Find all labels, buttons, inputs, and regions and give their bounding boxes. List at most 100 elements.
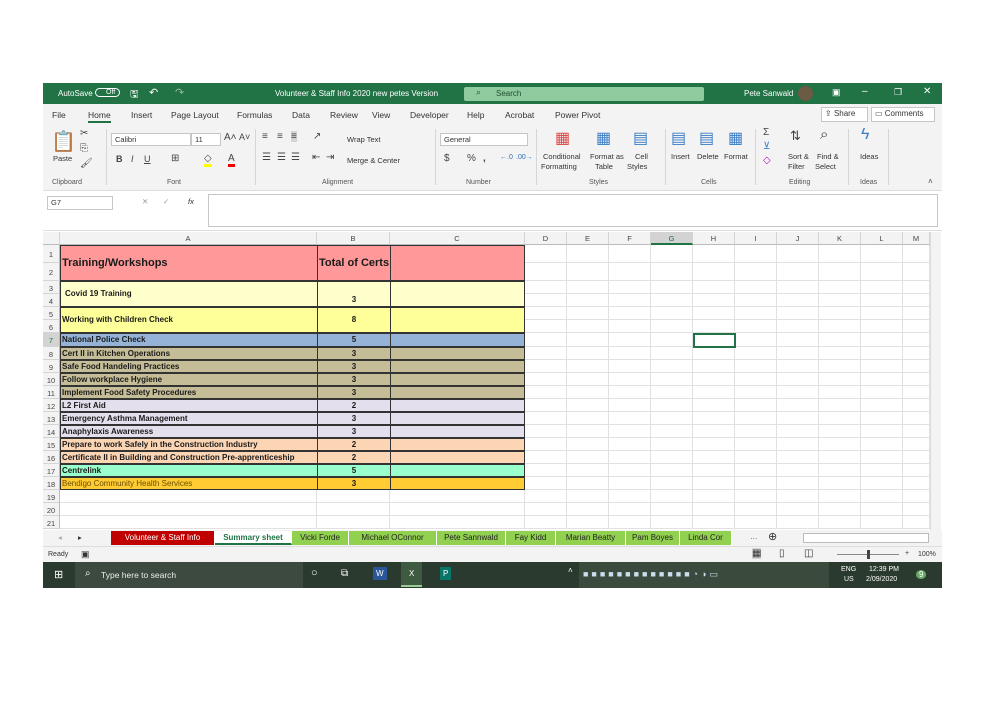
row-header-7[interactable]: 7 [43,333,60,347]
cell-F3[interactable] [609,281,651,294]
cell-F19[interactable] [609,490,651,503]
cell-I15[interactable] [735,438,777,451]
tab-home[interactable]: Home [88,110,111,123]
cell-I19[interactable] [735,490,777,503]
cell-L18[interactable] [861,477,903,490]
cell-D7[interactable] [525,333,567,347]
row-label[interactable]: Safe Food Handeling Practices [62,362,180,371]
show-hidden-icons[interactable]: ˄ [568,566,573,575]
cell-K19[interactable] [819,490,861,503]
word-app-icon[interactable]: W [373,567,387,580]
cell-J9[interactable] [777,360,819,373]
cell-M2[interactable] [903,263,930,281]
cell-L3[interactable] [861,281,903,294]
cell-E21[interactable] [567,516,609,529]
document-title[interactable]: Volunteer & Staff Info 2020 new petes Ve… [275,89,439,98]
sort-filter-button[interactable]: Sort & [788,152,809,161]
cell-E12[interactable] [567,399,609,412]
cell-F8[interactable] [609,347,651,360]
format-as-table-button[interactable]: Format as [590,152,624,161]
cell-K18[interactable] [819,477,861,490]
cell-M8[interactable] [903,347,930,360]
increase-decimal-icon[interactable]: ←.0 [500,154,513,161]
cell-L13[interactable] [861,412,903,425]
find-select-button[interactable]: Find & [817,152,839,161]
cell-K17[interactable] [819,464,861,477]
ribbon-display-icon[interactable]: ▣ [832,87,841,97]
horizontal-scrollbar[interactable] [803,533,929,543]
paste-button[interactable]: Paste [53,154,73,163]
cell-M18[interactable] [903,477,930,490]
cell-J19[interactable] [777,490,819,503]
row-header-6[interactable]: 6 [43,320,60,333]
user-name[interactable]: Pete Sanwald [744,89,794,98]
cell-L2[interactable] [861,263,903,281]
cell-I17[interactable] [735,464,777,477]
language-indicator[interactable]: ENG [841,566,857,573]
cell-I10[interactable] [735,373,777,386]
column-header-F[interactable]: F [609,232,651,245]
cell-L5[interactable] [861,307,903,320]
collapse-ribbon-icon[interactable]: ˄ [928,177,933,186]
cell-I14[interactable] [735,425,777,438]
cell-G8[interactable] [651,347,693,360]
cell-M19[interactable] [903,490,930,503]
cell-F7[interactable] [609,333,651,347]
cell-I21[interactable] [735,516,777,529]
row-value[interactable]: 2 [351,401,357,410]
tab-review[interactable]: Review [330,110,358,120]
cell-M10[interactable] [903,373,930,386]
cell-M12[interactable] [903,399,930,412]
cell-E14[interactable] [567,425,609,438]
cell-M6[interactable] [903,320,930,333]
sheet-tab-pete-sannwald[interactable]: Pete Sannwald [437,531,506,545]
row-value[interactable]: 5 [351,466,357,475]
cell-F1[interactable] [609,245,651,263]
cell-D3[interactable] [525,281,567,294]
cell-D15[interactable] [525,438,567,451]
redo-icon[interactable]: ↷ [175,87,185,99]
cell-K16[interactable] [819,451,861,464]
cell-D17[interactable] [525,464,567,477]
column-header-I[interactable]: I [735,232,777,245]
row-value[interactable]: 3 [351,479,357,488]
column-header-G[interactable]: G [651,232,693,245]
formula-input[interactable] [208,194,938,227]
page-layout-view-icon[interactable]: ▯ [779,548,785,559]
row-header-14[interactable]: 14 [43,425,60,438]
cell-J21[interactable] [777,516,819,529]
cell-G21[interactable] [651,516,693,529]
notification-center-badge[interactable]: 9 [916,570,927,579]
cell-D1[interactable] [525,245,567,263]
cut-icon[interactable]: ✂ [80,128,89,139]
comments-button[interactable]: ▭ Comments [871,107,935,122]
macro-record-icon[interactable]: ▣ [81,549,90,559]
publisher-app-icon[interactable]: P [440,567,452,580]
undo-icon[interactable]: ↶ [149,87,159,99]
cell-B21[interactable] [317,516,390,529]
cell-G9[interactable] [651,360,693,373]
search-box[interactable]: ⌕ Search [464,87,704,101]
cell-G13[interactable] [651,412,693,425]
cell-L21[interactable] [861,516,903,529]
clock-time[interactable]: 12:39 PM [869,566,899,573]
close-icon[interactable]: ✕ [923,86,932,97]
decrease-decimal-icon[interactable]: .00→ [516,154,533,161]
cell-D19[interactable] [525,490,567,503]
cell-B19[interactable] [317,490,390,503]
row-label[interactable]: Covid 19 Training [65,289,132,298]
cell-F6[interactable] [609,320,651,333]
cell-G4[interactable] [651,294,693,307]
cell-I1[interactable] [735,245,777,263]
vertical-scrollbar[interactable] [930,232,941,530]
cell-F18[interactable] [609,477,651,490]
cell-J5[interactable] [777,307,819,320]
cell-G7[interactable] [651,333,693,347]
cell-I20[interactable] [735,503,777,516]
cell-E8[interactable] [567,347,609,360]
avatar[interactable] [798,86,813,101]
cell-E16[interactable] [567,451,609,464]
font-size-select[interactable]: 11 [191,133,221,146]
worksheet-grid[interactable]: A B C D E F G H I J K L M 1 2 3 4 5 6 7 8 9 10 11 12 13 14 15 16 17 18… [43,232,942,530]
row-header-2[interactable]: 2 [43,263,60,281]
